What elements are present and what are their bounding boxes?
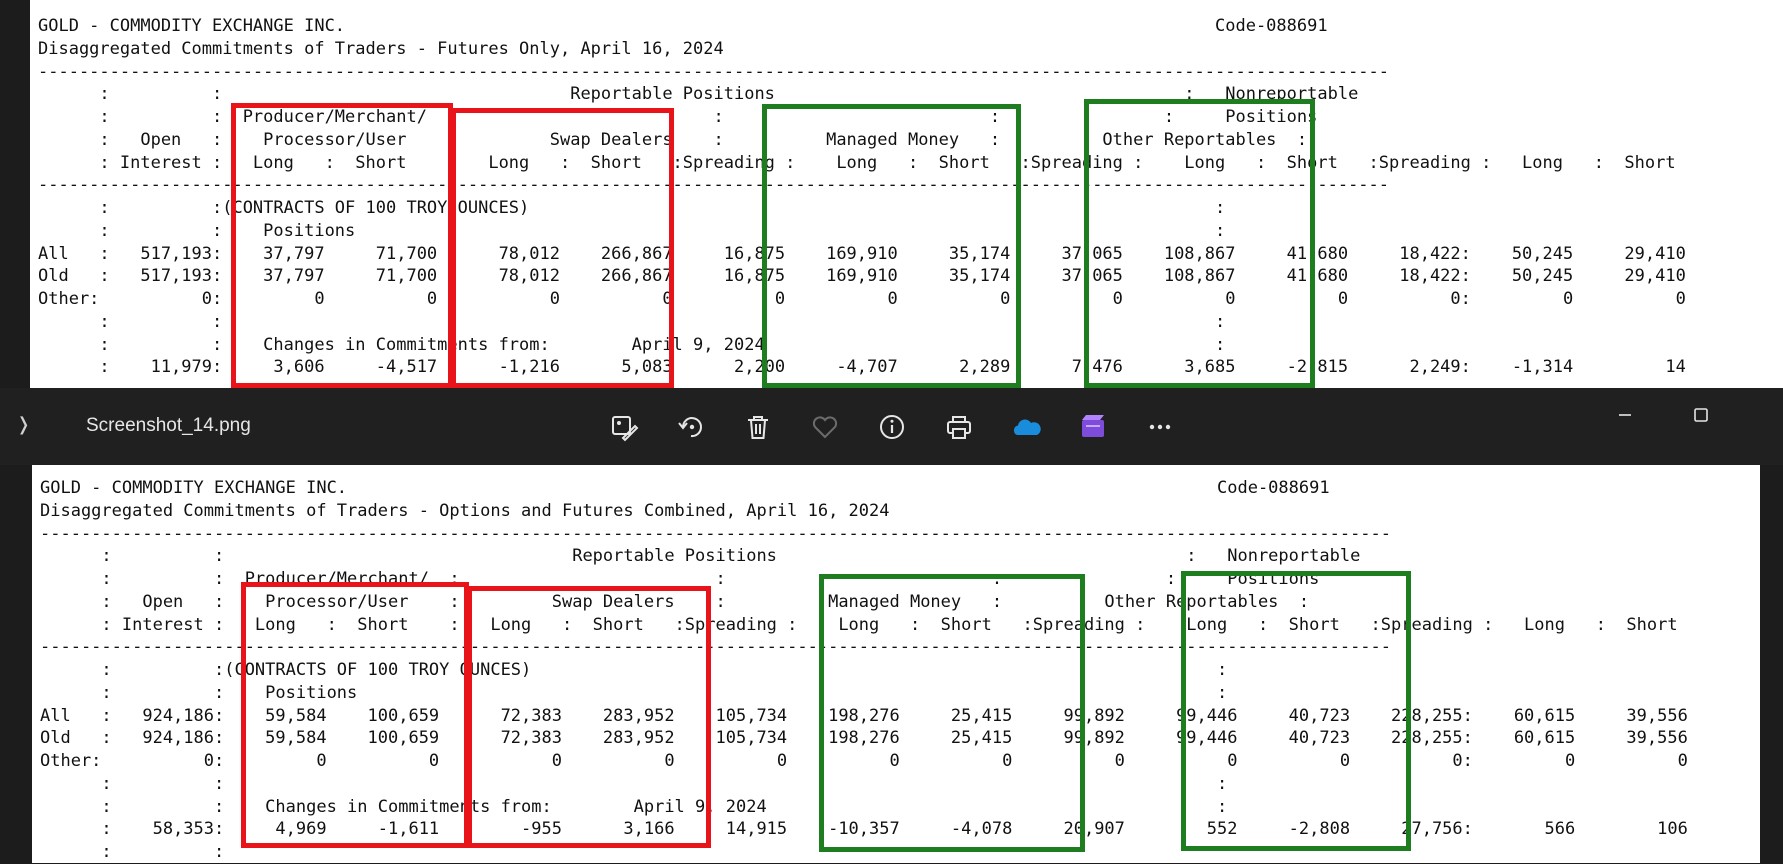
highlight-managed-money	[819, 574, 1085, 852]
cot-report-options-and-futures: GOLD - COMMODITY EXCHANGE INC. Code-0886…	[32, 465, 1760, 863]
more-icon[interactable]	[1145, 412, 1175, 442]
highlight-other-reportables	[1181, 571, 1411, 851]
back-arrow-icon[interactable]: ❭	[16, 414, 32, 435]
highlight-swap-dealers	[467, 586, 711, 848]
favorite-icon[interactable]	[810, 412, 840, 442]
edit-image-icon[interactable]	[609, 412, 639, 442]
report-text-options-and-futures: GOLD - COMMODITY EXCHANGE INC. Code-0886…	[40, 478, 1688, 862]
rotate-icon[interactable]	[676, 412, 706, 442]
highlight-managed-money	[762, 104, 1021, 388]
minimize-icon[interactable]	[1610, 400, 1640, 430]
maximize-icon[interactable]	[1686, 400, 1716, 430]
onedrive-icon[interactable]	[1011, 412, 1041, 442]
image-viewer-toolbar: ❭ Screenshot_14.png	[0, 388, 1783, 465]
file-name: Screenshot_14.png	[86, 415, 251, 436]
delete-icon[interactable]	[743, 412, 773, 442]
highlight-producer-merchant	[241, 582, 469, 848]
print-icon[interactable]	[944, 412, 974, 442]
info-icon[interactable]	[877, 412, 907, 442]
report-text-futures-only: GOLD - COMMODITY EXCHANGE INC. Code-0886…	[38, 16, 1686, 378]
highlight-producer-merchant	[231, 103, 453, 388]
highlight-other-reportables	[1084, 99, 1315, 388]
cot-report-futures-only: GOLD - COMMODITY EXCHANGE INC. Code-0886…	[30, 0, 1783, 388]
clipchamp-icon[interactable]	[1078, 412, 1108, 442]
highlight-swap-dealers	[451, 108, 674, 388]
